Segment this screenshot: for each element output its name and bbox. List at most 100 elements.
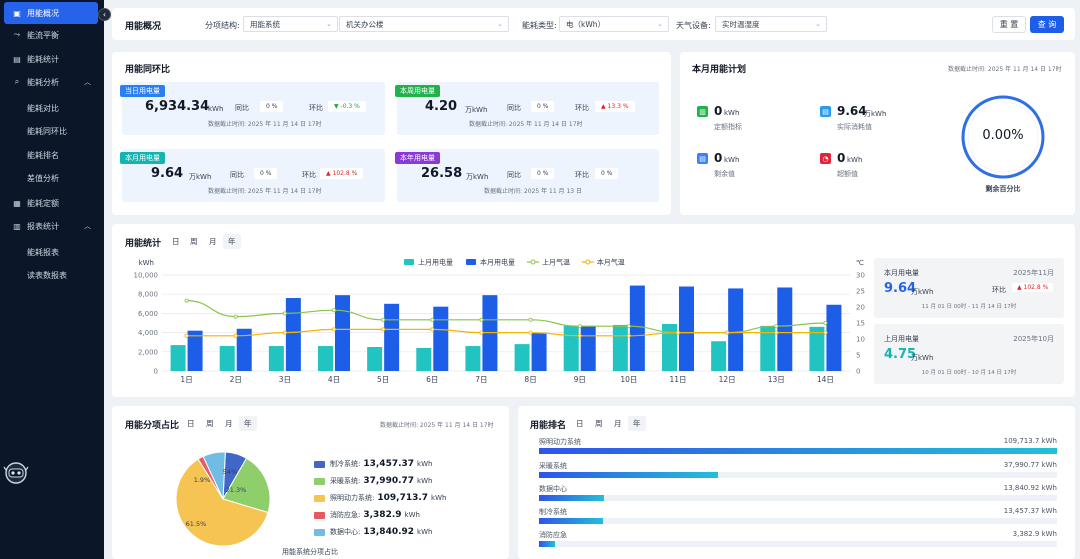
- plan-label: 实际消耗值: [837, 123, 872, 131]
- tab-day[interactable]: 日: [187, 419, 195, 428]
- yoy-label: 同比: [235, 104, 249, 112]
- dashboard-icon: ▣: [13, 8, 21, 18]
- stats-panel: 用能统计 日 周 月 年 0 2,000 4,000 6,000 8,000 10,000…: [112, 224, 1075, 397]
- y2-tick-label: 15: [856, 320, 865, 328]
- trend-up-icon: ▲: [1017, 284, 1022, 291]
- quota-icon: ▥: [697, 106, 708, 117]
- sidebar-subitem-diff[interactable]: 差值分析: [27, 174, 59, 183]
- sidebar-subitem-meter-report[interactable]: 读表数报表: [27, 271, 67, 280]
- rank-value: 13,457.37 kWh: [1003, 507, 1057, 515]
- legend-name: 制冷系统:: [330, 460, 361, 468]
- weather-label: 天气设备:: [676, 21, 711, 30]
- y-tick-label: 2,000: [138, 348, 158, 356]
- x-tick-label: 6日: [426, 375, 438, 384]
- mom-label: 环比: [575, 171, 589, 179]
- kpi-card-day: 当日用电量 6,934.34 kWh 同比 0 % 环比 ▼ -0.3 % 数据…: [120, 82, 385, 135]
- kpi-tag: 本周用电量: [395, 85, 440, 97]
- x-tick-label: 1日: [180, 375, 192, 384]
- tab-year[interactable]: 年: [239, 416, 257, 431]
- line-point: [774, 330, 779, 335]
- legend-swatch: [404, 259, 414, 265]
- kpi-timestamp: 数据截止时间: 2025 年 11 月 14 日 17时: [208, 121, 322, 128]
- legend-label: 上月气温: [542, 258, 570, 267]
- legend-label: 本月气温: [597, 258, 625, 267]
- line-point: [233, 333, 238, 338]
- plan-value: 0: [714, 104, 723, 118]
- gauge-percent: 0.00%: [982, 128, 1024, 143]
- line-point: [282, 330, 287, 335]
- building-value: 机关办公楼: [346, 19, 384, 29]
- sidebar-item-overview[interactable]: ▣ 用能概况: [4, 2, 98, 24]
- tab-week[interactable]: 周: [595, 419, 603, 428]
- line-point: [184, 333, 189, 338]
- tab-day[interactable]: 日: [576, 419, 584, 428]
- y2-tick-label: 5: [856, 352, 860, 360]
- query-button[interactable]: 查 询: [1030, 16, 1064, 33]
- sidebar-item-reports[interactable]: ▥ 报表统计 ︿: [0, 215, 104, 237]
- sidebar-item-energy-quota[interactable]: ▦ 能耗定额: [0, 192, 104, 214]
- building-select[interactable]: 机关办公楼 ⌄: [339, 16, 509, 32]
- tab-day[interactable]: 日: [172, 237, 180, 246]
- rank-label: 消防应急: [539, 531, 567, 539]
- rank-bar: [539, 541, 555, 547]
- sidebar-item-energy-stats[interactable]: ▤ 能耗统计: [0, 48, 104, 70]
- pie-slice-label: 21.3%: [226, 486, 247, 494]
- reset-button[interactable]: 重 置: [992, 16, 1026, 33]
- sidebar-subitem-ranking[interactable]: 能耗排名: [27, 151, 59, 160]
- pie-legend-item: 数据中心: 13,840.92 kWh: [314, 527, 432, 537]
- y-tick-label: 6,000: [138, 310, 158, 318]
- robot-assistant-icon[interactable]: [3, 460, 29, 486]
- tab-month[interactable]: 月: [614, 419, 622, 428]
- yoy-value: 0 %: [531, 168, 555, 179]
- sidebar-item-label: 能耗统计: [27, 54, 59, 64]
- summary-period: 2025年10月: [1013, 335, 1054, 343]
- weather-select[interactable]: 实时温湿度 ⌄: [715, 16, 827, 32]
- legend-swatch-dot: [585, 259, 591, 265]
- sidebar-subitem-yoy[interactable]: 能耗同环比: [27, 127, 67, 136]
- rank-value: 109,713.7 kWh: [1003, 437, 1057, 445]
- legend-label: 上月用电量: [418, 258, 453, 267]
- page-title: 用能概况: [125, 22, 162, 32]
- bar: [318, 346, 333, 371]
- stats-title: 用能统计: [125, 239, 162, 249]
- pie-legend-item: 照明动力系统: 109,713.7 kWh: [314, 493, 446, 503]
- tab-month[interactable]: 月: [225, 419, 233, 428]
- tab-week[interactable]: 周: [190, 237, 198, 246]
- kpi-value: 6,934.34: [145, 99, 210, 114]
- rank-panel: 用能排名 日 周 月 年 照明动力系统 109,713.7 kWh 采暖系统 3…: [518, 406, 1075, 559]
- legend-unit: kWh: [431, 494, 447, 502]
- plan-label: 剩余值: [714, 170, 735, 178]
- plan-unit: kWh: [724, 109, 740, 117]
- rank-title: 用能排名: [530, 421, 567, 431]
- legend-swatch: [314, 528, 325, 536]
- tab-year[interactable]: 年: [223, 234, 241, 249]
- structure-value: 用能系统: [250, 19, 280, 29]
- bar: [367, 347, 383, 371]
- sidebar-subitem-compare[interactable]: 能耗对比: [27, 104, 59, 113]
- sidebar-item-energy-analysis[interactable]: ⌕ 能耗分析 ︿: [0, 71, 104, 93]
- sidebar: ▣ 用能概况 ⤳ 能流平衡 ▤ 能耗统计 ⌕ 能耗分析 ︿ 能耗对比 能耗同环比…: [0, 0, 104, 559]
- plan-label: 定额指标: [714, 123, 742, 131]
- tab-month[interactable]: 月: [209, 237, 217, 246]
- kpi-timestamp: 数据截止时间: 2025 年 11 月 14 日 17时: [469, 121, 583, 128]
- trend-down-icon: ▼: [334, 103, 339, 110]
- summary-range: 10 月 01 日 00时 - 10 月 14 日 17时: [921, 370, 1017, 376]
- line-point: [381, 327, 386, 332]
- kpi-tag: 本年用电量: [395, 152, 440, 164]
- y2-tick-label: 10: [856, 336, 865, 344]
- sidebar-subitem-energy-report[interactable]: 能耗报表: [27, 248, 59, 257]
- rank-bar: [539, 518, 603, 524]
- structure-select[interactable]: 用能系统 ⌄: [243, 16, 338, 32]
- pie-slice-label: 1.9%: [194, 476, 211, 484]
- sidebar-item-energy-flow[interactable]: ⤳ 能流平衡: [0, 24, 104, 46]
- x-tick-label: 3日: [279, 375, 291, 384]
- tab-year[interactable]: 年: [628, 416, 646, 431]
- legend-swatch-dot: [530, 259, 536, 265]
- sidebar-collapse-button[interactable]: ‹: [98, 8, 111, 21]
- bar: [335, 295, 350, 371]
- bar: [629, 285, 645, 371]
- rank-value: 13,840.92 kWh: [1003, 484, 1057, 492]
- bar: [187, 330, 203, 371]
- energy-type-select[interactable]: 电（kWh） ⌄: [559, 16, 669, 32]
- tab-week[interactable]: 周: [206, 419, 214, 428]
